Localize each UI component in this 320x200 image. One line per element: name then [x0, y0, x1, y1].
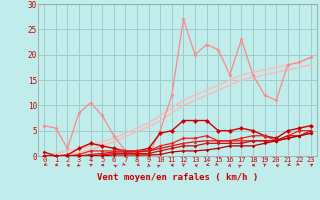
X-axis label: Vent moyen/en rafales ( km/h ): Vent moyen/en rafales ( km/h )	[97, 173, 258, 182]
